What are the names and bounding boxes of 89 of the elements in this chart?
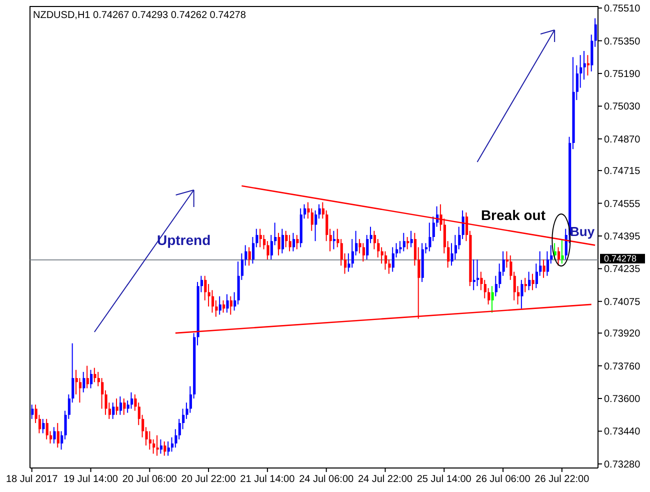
candlestick [288, 234, 292, 252]
candlestick [491, 286, 494, 314]
candlestick [410, 230, 413, 248]
candlestick [130, 392, 134, 410]
y-tick-label: 0.75030 [604, 102, 641, 113]
candlestick [152, 438, 156, 454]
y-tick-label: 0.75510 [604, 4, 641, 15]
x-tick-label: 24 Jul 22:00 [358, 474, 413, 485]
y-tick-label: 0.74715 [604, 166, 641, 178]
x-tick-label: 19 Jul 14:00 [63, 474, 118, 485]
candlestick [384, 250, 388, 270]
candlestick [94, 367, 96, 383]
x-tick-label: 21 Jul 14:00 [240, 474, 296, 485]
annotation: Break out [480, 207, 546, 223]
candlestick [542, 258, 546, 278]
candlestick [292, 232, 296, 252]
candlestick [520, 279, 524, 310]
candlestick [42, 418, 45, 434]
y-tick-label: 0.73920 [604, 328, 641, 340]
candlestick [116, 398, 118, 416]
candlestick [46, 418, 48, 440]
candlestick [259, 228, 262, 248]
candlestick [532, 273, 534, 291]
y-tick-label: 0.74555 [604, 198, 641, 210]
y-tick-label: 0.74075 [604, 296, 641, 308]
y-tick-label: 0.75190 [604, 68, 641, 80]
y-tick-label: 0.73440 [604, 426, 641, 438]
y-tick-label: 0.74235 [604, 264, 641, 276]
candlestick [362, 242, 365, 262]
candlestick [278, 232, 280, 256]
candlestick [554, 242, 556, 260]
candlestick [406, 236, 410, 250]
candlestick [119, 396, 122, 416]
candlestick [488, 288, 490, 305]
candlestick [156, 434, 159, 456]
candlestick [82, 371, 86, 393]
candlestick [402, 232, 406, 252]
chart-title: NZDUSD,H1 0.74267 0.74293 0.74262 0.74278 [33, 10, 246, 21]
x-tick-label: 18 Jul 2017 [6, 474, 58, 485]
x-tick-label: 26 Jul 06:00 [476, 474, 531, 485]
candlestick [222, 300, 226, 314]
x-tick-label: 24 Jul 06:00 [299, 474, 354, 485]
candlestick [160, 438, 163, 454]
candlestick [285, 230, 288, 248]
y-tick-label: 0.75350 [604, 36, 641, 48]
candlestick [164, 440, 166, 456]
candlestick [580, 54, 582, 88]
candlestick [226, 294, 229, 314]
candlestick [218, 296, 222, 316]
candlestick [215, 300, 218, 318]
candlestick [266, 240, 270, 260]
candlestick [211, 290, 214, 314]
x-tick-label: 26 Jul 22:00 [534, 474, 590, 485]
candlestick [392, 246, 394, 272]
candlestick [86, 365, 89, 389]
candlestick [310, 208, 314, 232]
candlestick [583, 50, 586, 80]
candlestick [148, 430, 152, 450]
annotation: Uptrend [157, 232, 211, 248]
y-tick-label: 0.74870 [604, 134, 641, 146]
candlestick [230, 296, 232, 316]
x-tick-label: 20 Jul 22:00 [181, 474, 236, 485]
candlestick [296, 234, 299, 250]
candlestick [472, 258, 476, 291]
ref-line-label: 0.74278 [604, 254, 637, 264]
candlestick [248, 246, 251, 266]
x-tick-label: 20 Jul 06:00 [122, 474, 178, 485]
candlestick [123, 398, 126, 416]
candlestick [524, 277, 527, 293]
candlestick [388, 258, 391, 274]
candlestick [561, 238, 564, 264]
candlestick [90, 369, 93, 389]
candlestick [112, 402, 115, 420]
candlestick [281, 228, 284, 254]
candlestick [586, 54, 590, 76]
y-tick-label: 0.74395 [604, 231, 641, 242]
y-tick-label: 0.73280 [604, 459, 641, 470]
candlestick [53, 426, 56, 444]
candlestick [167, 440, 170, 456]
candlestick [56, 422, 60, 448]
y-tick-label: 0.73760 [604, 361, 641, 372]
candlestick [332, 230, 336, 250]
candlestick [528, 271, 531, 291]
x-tick-label: 25 Jul 14:00 [416, 474, 472, 485]
candlestick [558, 246, 560, 266]
candlestick [476, 258, 480, 287]
candlestick [78, 378, 82, 404]
candlestick [31, 404, 34, 420]
y-tick-label: 0.73600 [604, 394, 641, 405]
